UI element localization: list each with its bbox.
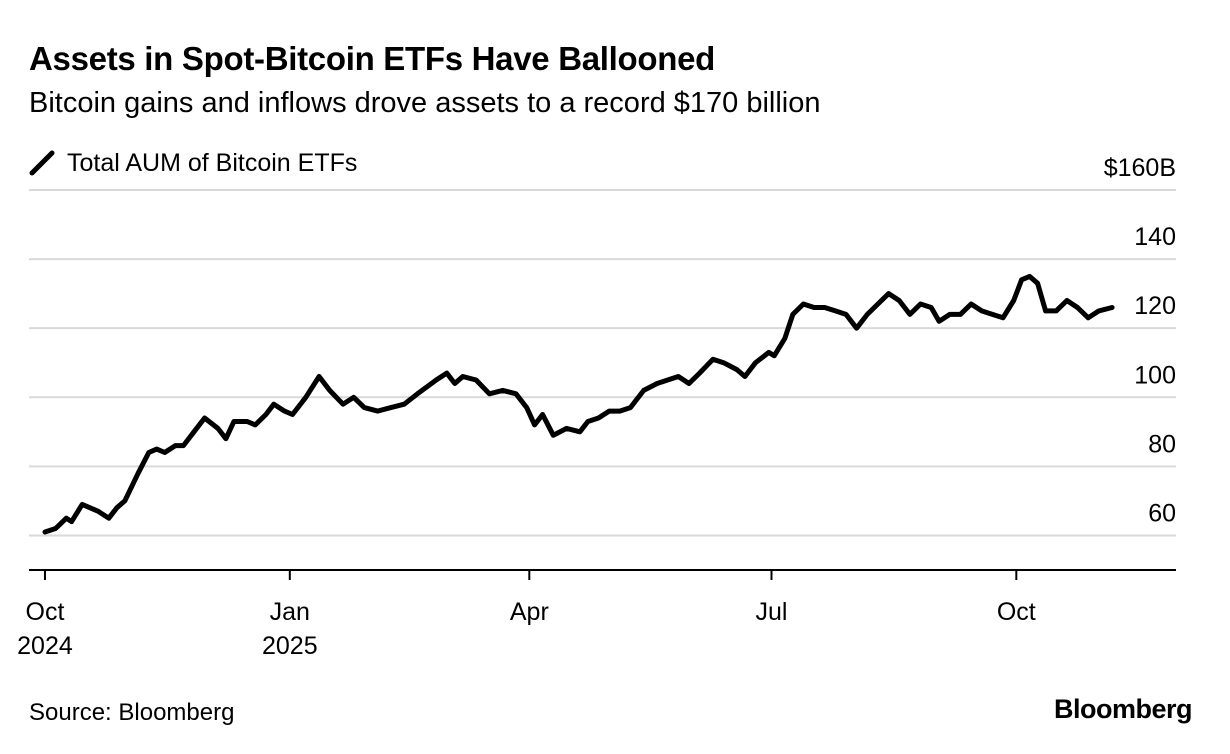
- x-tick-label: Jan 2025: [262, 598, 318, 660]
- series-line: [42, 273, 1115, 535]
- source-note: Source: Bloomberg: [29, 699, 235, 726]
- chart-title: Assets in Spot-Bitcoin ETFs Have Balloon…: [29, 40, 716, 77]
- x-tick-label: Jul: [756, 598, 788, 626]
- legend-label: Total AUM of Bitcoin ETFs: [67, 148, 358, 177]
- y-tick-label: 120: [1134, 292, 1176, 320]
- legend: Total AUM of Bitcoin ETFs: [29, 146, 357, 180]
- legend-line-icon: [29, 150, 55, 176]
- chart-subtitle: Bitcoin gains and inflows drove assets t…: [29, 87, 821, 119]
- y-tick-label: 60: [1148, 499, 1176, 527]
- y-tick-label: 140: [1134, 223, 1176, 251]
- x-tick-label: Oct 2024: [17, 598, 73, 660]
- x-tick-label: Oct: [997, 598, 1036, 626]
- brand-logo: Bloomberg: [1053, 694, 1193, 724]
- y-tick-label: 80: [1148, 430, 1176, 458]
- y-tick-label: 100: [1134, 361, 1176, 389]
- x-tick-label: Apr: [510, 598, 549, 626]
- y-tick-label: $160B: [1104, 154, 1176, 182]
